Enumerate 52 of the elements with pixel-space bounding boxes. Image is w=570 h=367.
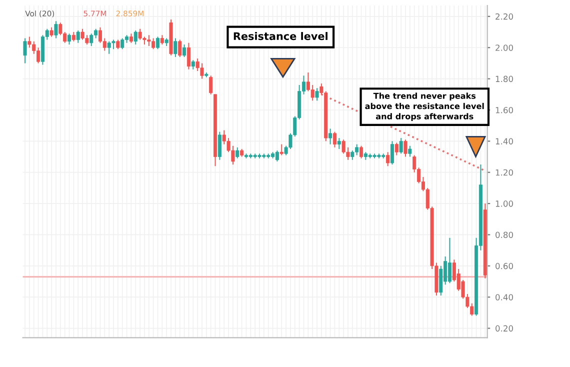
candlestick: [28, 36, 32, 48]
y-tick-label: 2.20: [496, 13, 513, 20]
candlestick: [23, 38, 27, 64]
candlestick: [116, 39, 120, 50]
candlestick: [280, 144, 284, 156]
y-tick-label: 1.00: [496, 200, 513, 207]
candlestick: [328, 128, 332, 145]
candlestick: [186, 42, 190, 70]
candlestick: [191, 60, 195, 70]
candlestick: [315, 88, 319, 102]
y-tick-label: 0.60: [496, 262, 513, 270]
candlestick: [448, 237, 452, 284]
candlestick: [337, 138, 341, 150]
candlestick: [134, 30, 138, 45]
candlestick: [390, 140, 394, 166]
candlestick: [156, 36, 160, 50]
candlestick: [439, 265, 443, 296]
candlestick: [72, 32, 76, 42]
candlestick: [67, 33, 72, 45]
candlestick: [90, 33, 94, 47]
y-tick-label: 1.60: [496, 106, 513, 114]
candlestick: [50, 26, 54, 38]
candlestick: [360, 145, 364, 159]
candlestick: [160, 34, 164, 45]
candlestick: [182, 44, 186, 58]
annotation: The trend never peaks above the resistance level and drops afterwards: [365, 92, 484, 121]
candlestick: [236, 146, 240, 159]
candlestick: [54, 20, 58, 39]
y-tick-label: 1.40: [496, 138, 513, 144]
candlestick: [404, 139, 408, 158]
y-tick-label: 2.00: [496, 44, 513, 51]
y-tick-label: 1.20: [496, 169, 513, 176]
y-tick-label: 0.80: [496, 232, 513, 238]
candlestick: [129, 33, 133, 44]
candlestick: [350, 150, 354, 160]
candlestick: [332, 131, 336, 148]
candlestick: [310, 84, 314, 102]
annotation: Resistance level: [234, 32, 328, 40]
candlestick: [174, 38, 178, 58]
candlestick: [399, 138, 403, 154]
candlestick: [178, 39, 182, 58]
candlestick: [120, 38, 124, 50]
candlestick: [76, 30, 80, 44]
candlestick: [209, 75, 213, 95]
y-tick-label: 0.20: [496, 325, 513, 332]
y-tick-label: 1.80: [496, 76, 513, 82]
candlestick: [408, 145, 412, 158]
candlestick: [218, 131, 222, 160]
y-tick-label: 0.40: [496, 294, 513, 300]
candlestick: [386, 152, 390, 167]
candlestick: [275, 150, 279, 162]
candlestick: [394, 142, 398, 156]
